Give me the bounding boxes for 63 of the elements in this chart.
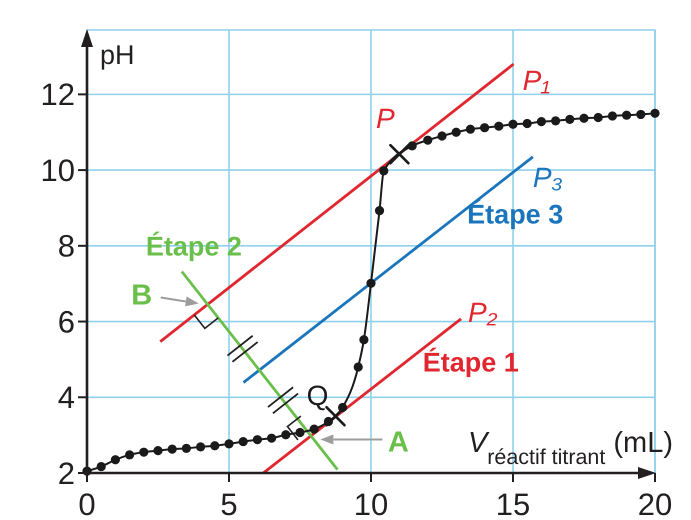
point — [359, 335, 368, 344]
point — [267, 434, 276, 443]
point — [480, 123, 490, 132]
point — [622, 110, 632, 120]
point — [551, 116, 560, 126]
series-label: P₁ — [522, 65, 550, 96]
x-tick-label: 0 — [78, 487, 96, 520]
point — [466, 124, 475, 134]
point — [408, 141, 417, 150]
annotation: Q — [306, 380, 328, 412]
point — [310, 424, 319, 434]
annotation: Étape 1 — [422, 348, 519, 378]
point — [224, 439, 234, 448]
point — [423, 136, 432, 145]
point — [354, 362, 363, 372]
point — [125, 450, 134, 460]
series-label: P₃ — [532, 162, 563, 193]
series-label: P₂ — [468, 296, 498, 328]
point — [608, 111, 617, 121]
x-tick-label: 20 — [638, 487, 672, 520]
annotation: Étape 3 — [467, 200, 564, 230]
x-axis-title: V$_{réactif titrant}$ (mL) — [468, 427, 673, 469]
annotation: B — [131, 280, 152, 312]
annotation: A — [388, 426, 409, 458]
point — [437, 131, 447, 141]
point — [374, 206, 384, 216]
point — [636, 110, 646, 120]
point — [594, 112, 603, 122]
y-tick-label: 8 — [58, 228, 75, 264]
point — [110, 455, 120, 464]
point — [389, 144, 410, 164]
x-tick-label: 10 — [354, 487, 388, 520]
y-tick-label: 6 — [58, 304, 75, 340]
point — [252, 435, 262, 444]
point — [168, 444, 177, 454]
x-tick-label: 5 — [220, 487, 238, 520]
point — [325, 406, 346, 427]
point — [650, 108, 660, 118]
point — [139, 448, 148, 457]
y-tick-label: 2 — [58, 456, 75, 491]
y-tick-label: 10 — [40, 152, 75, 188]
point — [565, 114, 574, 124]
point — [508, 120, 518, 129]
y-axis-title: pH — [100, 40, 135, 70]
point — [379, 166, 388, 176]
point — [153, 446, 163, 456]
point — [366, 278, 376, 288]
point — [536, 117, 546, 126]
annotation: P — [376, 103, 396, 134]
point — [238, 436, 248, 446]
point — [522, 118, 532, 128]
point — [196, 442, 206, 452]
point — [281, 430, 290, 440]
point — [96, 462, 106, 472]
point — [579, 114, 589, 123]
point — [295, 428, 305, 438]
point — [452, 128, 461, 137]
point — [494, 122, 504, 131]
x-tick-label: 15 — [496, 487, 530, 520]
y-tick-label: 12 — [40, 77, 75, 112]
point — [210, 441, 220, 450]
y-tick-label: 4 — [58, 380, 75, 416]
point — [182, 444, 191, 453]
